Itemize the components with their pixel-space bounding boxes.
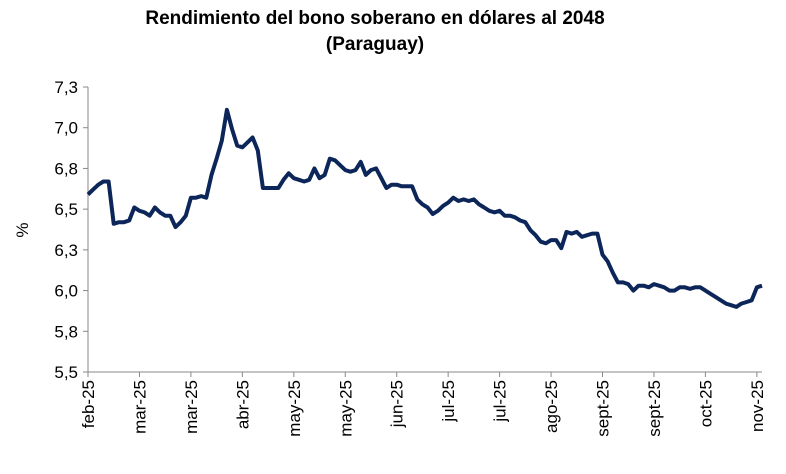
y-tick-label: 6,5 — [54, 200, 78, 219]
chart-subtitle: (Paraguay) — [326, 34, 424, 55]
line-series — [86, 107, 763, 309]
chart-title: Rendimiento del bono soberano en dólares… — [145, 8, 604, 29]
x-tick-label: mar-25 — [182, 380, 201, 434]
x-tick-label: abr-25 — [233, 380, 252, 429]
x-tick-label: feb-25 — [79, 380, 98, 428]
x-tick-label: may-25 — [285, 380, 304, 437]
y-tick-label: 6,0 — [54, 282, 78, 301]
x-tick-label: sept-25 — [645, 380, 664, 437]
y-axis-label: % — [13, 222, 32, 237]
x-tick-label: ago-25 — [542, 380, 561, 433]
y-tick-label: 7,0 — [54, 119, 78, 138]
y-tick-label: 7,3 — [54, 78, 78, 97]
x-tick-label: sept-25 — [594, 380, 613, 437]
x-tick-label: mar-25 — [130, 380, 149, 434]
x-tick-label: may-25 — [336, 380, 355, 437]
y-tick-label: 6,8 — [54, 159, 78, 178]
x-tick-label: nov-25 — [748, 380, 767, 432]
x-tick-label: jun-25 — [388, 380, 407, 428]
x-tick-label: oct-25 — [696, 380, 715, 427]
y-tick-label: 6,3 — [54, 241, 78, 260]
x-tick-label: jul-25 — [491, 380, 510, 423]
y-tick-label: 5,5 — [54, 363, 78, 382]
y-tick-label: 5,8 — [54, 322, 78, 341]
x-tick-label: jul-25 — [439, 380, 458, 423]
